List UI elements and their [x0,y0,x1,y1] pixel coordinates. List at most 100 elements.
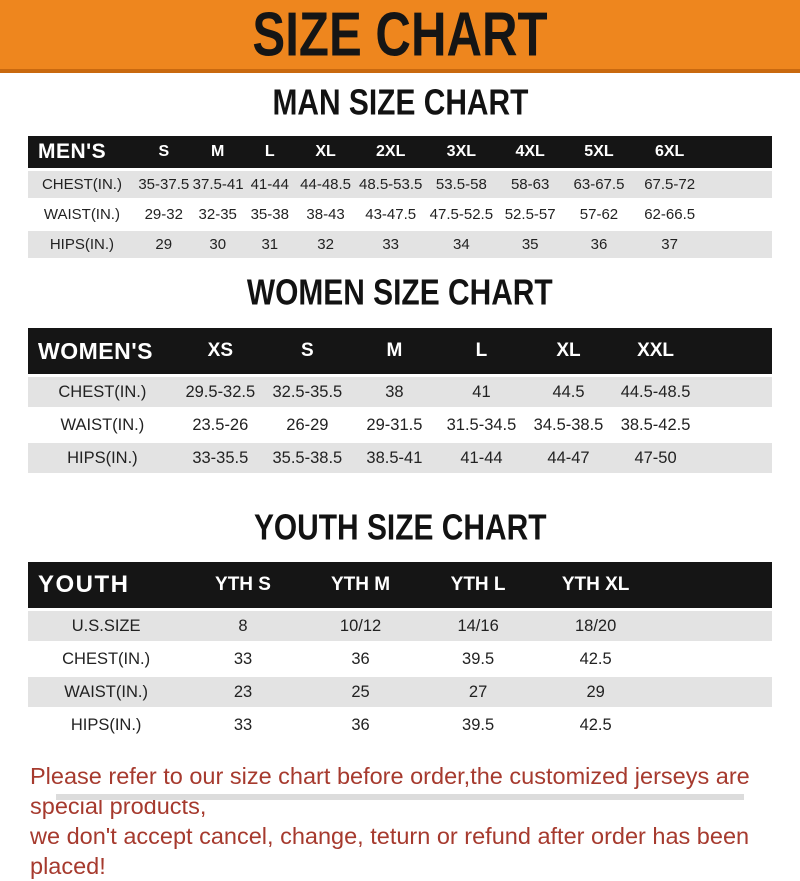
women-size-table: WOMEN'S XS S M L XL XXL CHEST(IN.) 29.5-… [28,325,772,476]
size-cell: 48.5-53.5 [355,171,427,198]
women-heading-text: WOMEN SIZE CHART [247,272,553,314]
size-cell: 42.5 [536,644,655,674]
size-cell: 47.5-52.5 [426,201,497,228]
size-cell: 14/16 [419,611,537,641]
size-cell: 35.5-38.5 [263,443,351,473]
women-header-row: WOMEN'S XS S M L XL XXL [28,328,772,374]
youth-header-row: YOUTH YTH S YTH M YTH L YTH XL [28,562,772,608]
size-cell: 33 [184,644,302,674]
table-row: CHEST(IN.) 33 36 39.5 42.5 [28,644,772,674]
youth-size-table: YOUTH YTH S YTH M YTH L YTH XL U.S.SIZE … [28,559,772,743]
spacer-cell [699,410,772,440]
table-row: WAIST(IN.) 29-32 32-35 35-38 38-43 43-47… [28,201,772,228]
row-label: WAIST(IN.) [28,410,177,440]
size-cell: 29 [536,677,655,707]
man-table-wrap: MEN'S S M L XL 2XL 3XL 4XL 5XL 6XL CHEST… [28,133,772,261]
size-cell: 33 [355,231,427,258]
row-label: U.S.SIZE [28,611,185,641]
spacer-cell [654,644,772,674]
man-column-header: 5XL [563,136,635,168]
size-cell: 33 [184,710,302,740]
size-cell: 29-32 [135,201,192,228]
women-column-header: L [437,328,525,374]
size-cell: 37 [634,231,705,258]
women-column-header: S [263,328,351,374]
man-column-header: L [243,136,296,168]
size-cell: 30 [191,231,244,258]
man-column-header: M [191,136,244,168]
size-cell: 38 [350,377,438,407]
man-size-table: MEN'S S M L XL 2XL 3XL 4XL 5XL 6XL CHEST… [28,133,772,261]
warning-line-1: Please refer to our size chart before or… [30,763,750,819]
size-cell: 39.5 [419,644,537,674]
size-cell: 41-44 [243,171,296,198]
size-cell: 32.5-35.5 [263,377,351,407]
table-row: U.S.SIZE 8 10/12 14/16 18/20 [28,611,772,641]
man-column-header: XL [295,136,356,168]
youth-table-wrap: YOUTH YTH S YTH M YTH L YTH XL U.S.SIZE … [28,559,772,743]
man-column-header: S [135,136,192,168]
man-column-header: 6XL [634,136,705,168]
size-cell: 35 [496,231,564,258]
size-cell: 26-29 [263,410,351,440]
women-column-header: XS [176,328,264,374]
youth-heading-text: YOUTH SIZE CHART [253,507,547,549]
row-label: HIPS(IN.) [28,710,185,740]
banner-title: SIZE CHART [252,0,548,70]
size-cell: 53.5-58 [426,171,497,198]
warning-line-2: we don't accept cancel, change, teturn o… [30,823,750,879]
size-cell: 36 [301,710,420,740]
size-cell: 44.5-48.5 [612,377,700,407]
row-label: CHEST(IN.) [28,644,185,674]
spacer-cell [704,171,772,198]
size-cell: 33-35.5 [176,443,264,473]
size-cell: 44-48.5 [295,171,356,198]
size-cell: 62-66.5 [634,201,705,228]
man-header-row: MEN'S S M L XL 2XL 3XL 4XL 5XL 6XL [28,136,772,168]
size-cell: 35-38 [243,201,296,228]
size-cell: 29-31.5 [350,410,438,440]
size-cell: 25 [301,677,420,707]
spacer-cell [654,677,772,707]
size-cell: 29 [135,231,192,258]
spacer-cell [699,443,772,473]
spacer-cell [654,710,772,740]
size-cell: 23 [184,677,302,707]
spacer-cell [654,611,772,641]
youth-column-header: YTH M [301,562,420,608]
spacer-cell [704,201,772,228]
spacer-cell [704,231,772,258]
spacer-cell [699,377,772,407]
size-cell: 63-67.5 [563,171,635,198]
size-cell: 58-63 [496,171,564,198]
size-cell: 38.5-42.5 [612,410,700,440]
youth-column-header: YTH L [419,562,537,608]
order-warning-note: Please refer to our size chart before or… [30,761,800,881]
man-column-header: 4XL [496,136,564,168]
table-row: HIPS(IN.) 33-35.5 35.5-38.5 38.5-41 41-4… [28,443,772,473]
table-row: HIPS(IN.) 33 36 39.5 42.5 [28,710,772,740]
size-cell: 47-50 [612,443,700,473]
size-cell: 41-44 [437,443,525,473]
man-section-heading: MAN SIZE CHART [0,84,800,122]
youth-corner-label: YOUTH [28,562,185,608]
size-cell: 38-43 [295,201,356,228]
size-cell: 31.5-34.5 [437,410,525,440]
spacer-cell [654,562,772,608]
size-cell: 34 [426,231,497,258]
spacer-cell [699,328,772,374]
row-label: HIPS(IN.) [28,231,136,258]
women-section-heading: WOMEN SIZE CHART [0,272,800,314]
size-cell: 29.5-32.5 [176,377,264,407]
size-cell: 52.5-57 [496,201,564,228]
table-row: HIPS(IN.) 29 30 31 32 33 34 35 36 37 [28,231,772,258]
size-cell: 57-62 [563,201,635,228]
size-cell: 39.5 [419,710,537,740]
size-cell: 41 [437,377,525,407]
size-cell: 23.5-26 [176,410,264,440]
size-cell: 38.5-41 [350,443,438,473]
bottom-divider [56,794,744,800]
size-cell: 44-47 [524,443,613,473]
youth-column-header: YTH XL [536,562,655,608]
size-cell: 37.5-41 [191,171,244,198]
